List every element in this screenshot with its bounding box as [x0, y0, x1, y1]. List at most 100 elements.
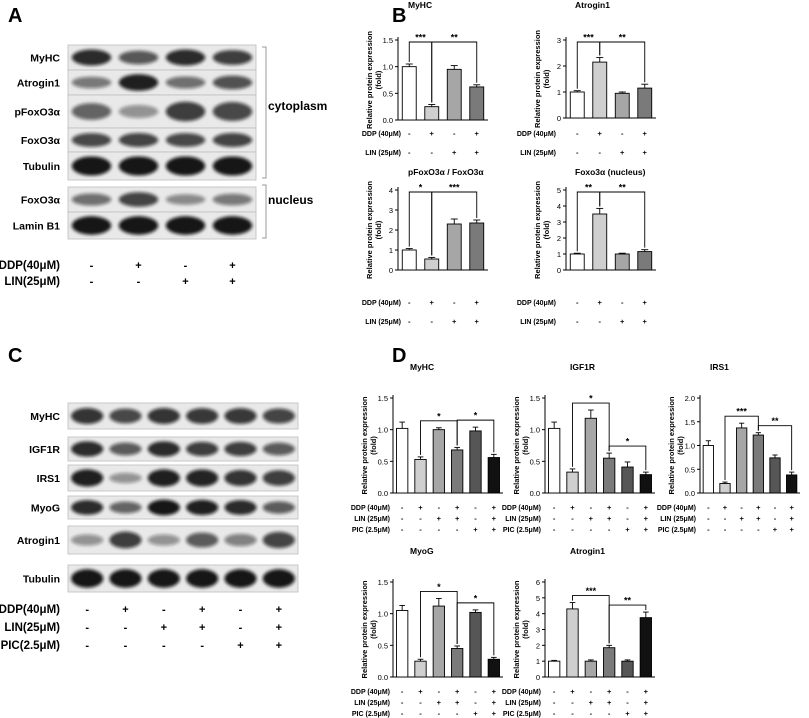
treatment-sign: + — [430, 298, 435, 307]
chart-title: MyHC — [410, 362, 434, 372]
bar — [639, 617, 652, 678]
protein-band — [186, 408, 219, 424]
significance-bracket — [599, 41, 646, 83]
y-tick-label: 0.0 — [685, 489, 695, 498]
significance-label: * — [626, 437, 630, 447]
protein-band — [224, 533, 257, 547]
treatment-sign: + — [644, 525, 649, 534]
protein-band — [147, 499, 180, 516]
y-axis-label: Relative protein expression(fold) — [512, 580, 530, 678]
bar — [396, 427, 409, 494]
treatment-label: DDP (40μM) — [351, 689, 390, 696]
significance-bracket — [608, 445, 647, 471]
chart-title: Atrogin1 — [570, 546, 605, 556]
treatment-sign: - — [576, 298, 579, 307]
cytoplasm-label: cytoplasm — [268, 99, 327, 113]
treatment-label: LIN(25μM) — [4, 276, 60, 288]
treatment-label: PIC (2.5μM) — [352, 527, 390, 534]
protein-band — [262, 569, 295, 588]
bar-chart-7: IRS1 Relative protein expression(fold)0.0… — [657, 362, 800, 534]
treatment-label: DDP (40μM) — [362, 300, 401, 307]
blot-strip — [67, 402, 299, 430]
protein-band — [109, 472, 142, 484]
bar-chart-1: MyHC Relative protein expression(fold)0.0… — [362, 0, 488, 157]
treatment-sign: - — [576, 148, 579, 157]
bar — [469, 86, 485, 121]
treatment-sign: - — [438, 503, 441, 512]
chart-title: Atrogin1 — [575, 0, 610, 10]
treatment-label: DDP (40μM) — [502, 689, 541, 696]
protein-band — [109, 531, 142, 549]
y-tick-label: 0.5 — [378, 457, 388, 466]
y-tick-label: 1.0 — [530, 426, 540, 435]
treatment-sign: - — [85, 622, 89, 634]
bar — [603, 647, 616, 678]
bar — [469, 430, 482, 494]
treatment-sign: - — [239, 622, 243, 634]
treatment-sign: - — [419, 709, 422, 718]
treatment-sign: + — [607, 503, 612, 512]
treatment-sign: - — [438, 687, 441, 696]
protein-band — [224, 441, 257, 457]
treatment-sign: + — [475, 129, 480, 138]
protein-band — [212, 216, 253, 235]
y-tick-label: 1.5 — [378, 578, 388, 587]
significance-label: * — [474, 593, 478, 603]
treatment-sign: - — [474, 698, 477, 707]
treatment-sign: - — [590, 503, 593, 512]
y-tick-label: 0.5 — [378, 641, 388, 650]
protein-band — [71, 103, 112, 120]
treatment-sign: + — [199, 622, 205, 634]
protein-band — [165, 216, 206, 235]
y-tick-label: 1 — [536, 657, 540, 666]
treatment-sign: + — [475, 298, 480, 307]
treatment-sign: + — [598, 129, 603, 138]
bar-chart-2: Atrogin1 Relative protein expression(fold… — [517, 0, 656, 157]
y-tick-label: 1.5 — [378, 394, 388, 403]
y-axis-label: Relative protein expression(fold) — [512, 396, 530, 494]
chart-title: MyHC — [408, 0, 432, 10]
treatment-sign: - — [626, 503, 629, 512]
y-tick-label: 0.0 — [383, 116, 393, 125]
treatment-label: LIN (25μM) — [365, 150, 401, 157]
treatment-sign: - — [456, 709, 459, 718]
bar — [424, 258, 440, 271]
panel-letter-c: C — [8, 345, 22, 367]
treatment-sign: - — [740, 525, 743, 534]
treatment-sign: + — [229, 260, 235, 272]
treatment-sign: - — [707, 525, 710, 534]
treatment-sign: + — [644, 514, 649, 523]
protein-band — [71, 500, 104, 515]
bar — [396, 610, 409, 678]
treatment-sign: - — [571, 698, 574, 707]
significance-bracket — [456, 602, 495, 656]
treatment-label: DDP(40μM) — [0, 260, 60, 272]
treatment-sign: + — [276, 622, 282, 634]
treatment-sign: + — [182, 276, 188, 288]
y-axis-label: Relative protein expression(fold) — [365, 31, 383, 129]
blot-row-label: Atrogin1 — [17, 78, 60, 90]
bar — [548, 427, 561, 494]
treatment-sign: + — [643, 129, 648, 138]
significance-bracket — [456, 419, 495, 453]
significance-label: * — [419, 183, 423, 193]
bar — [487, 457, 500, 494]
bar — [592, 213, 608, 271]
treatment-sign: + — [161, 622, 167, 634]
y-tick-label: 0.5 — [685, 465, 695, 474]
treatment-sign: + — [773, 525, 778, 534]
treatment-sign: - — [553, 709, 556, 718]
protein-band — [71, 534, 104, 546]
y-tick-label: 0 — [536, 673, 540, 682]
treatment-sign: - — [184, 260, 188, 272]
treatment-sign: + — [492, 514, 497, 523]
bar — [569, 91, 585, 119]
treatment-sign: + — [475, 317, 480, 326]
treatment-label: LIN (25μM) — [354, 700, 390, 707]
treatment-sign: - — [626, 698, 629, 707]
treatment-sign: + — [452, 317, 457, 326]
treatment-sign: + — [625, 525, 630, 534]
protein-band — [262, 470, 295, 486]
y-tick-label: 0.0 — [378, 673, 388, 682]
treatment-sign: - — [124, 640, 128, 652]
